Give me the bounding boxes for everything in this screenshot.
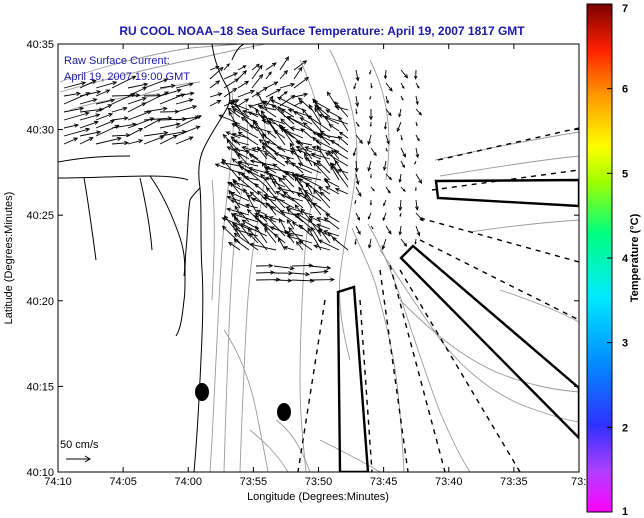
y-tick-label: 40:30 [26, 125, 54, 137]
colorbar-tick-label: 2 [622, 422, 628, 434]
y-tick-label: 40:35 [26, 39, 54, 51]
x-tick-label: 74:10 [44, 476, 72, 488]
x-tick-label: 73:45 [370, 476, 398, 488]
map-title: RU COOL NOAA–18 Sea Surface Temperature:… [119, 24, 525, 38]
y-tick-label: 40:25 [26, 210, 54, 222]
station-marker-1 [195, 383, 209, 401]
scale-arrow [66, 455, 91, 463]
x-axis-ticks: 74:10 74:05 74:00 73:55 73:50 73:45 73:40 73:35… [44, 44, 592, 488]
colorbar-tick-label: 6 [622, 84, 628, 96]
colorbar-label: Temperature (°C) [629, 213, 641, 302]
colorbar-tick-label: 5 [622, 168, 628, 180]
colorbar-tick-label: 7 [622, 3, 628, 15]
y-axis-ticks: 40:35 40:30 40:25 40:20 40:15 40:10 [26, 39, 579, 479]
station-marker-2 [277, 403, 291, 421]
y-axis-label: Latitude (Degrees:Minutes) [3, 192, 15, 325]
colorbar-ticks: 7 6 5 4 3 2 1 [607, 3, 629, 518]
colorbar-tick-label: 3 [622, 338, 628, 350]
x-tick-label: 74:05 [109, 476, 137, 488]
colorbar-tick-label: 4 [622, 253, 629, 265]
coastline [58, 44, 245, 472]
y-tick-label: 40:20 [26, 296, 54, 308]
y-tick-label: 40:15 [26, 381, 54, 393]
y-tick-label: 40:10 [26, 467, 54, 479]
legend-line-1: Raw Surface Current: [64, 55, 170, 67]
x-axis-label: Longitude (Degrees:Minutes) [247, 491, 389, 503]
legend-line-2: April 19, 2007 19:00 GMT [64, 71, 190, 83]
colorbar-tick-label: 1 [622, 506, 628, 518]
scale-label: 50 cm/s [60, 439, 99, 451]
sector-outlines [336, 178, 579, 472]
current-vectors [63, 56, 424, 283]
x-tick-label: 74:00 [174, 476, 202, 488]
x-tick-label: 73:55 [240, 476, 268, 488]
x-tick-label: 73:50 [305, 476, 333, 488]
x-tick-label: 73:35 [500, 476, 528, 488]
x-tick-label: 73:40 [435, 476, 463, 488]
plot-area [58, 44, 579, 472]
